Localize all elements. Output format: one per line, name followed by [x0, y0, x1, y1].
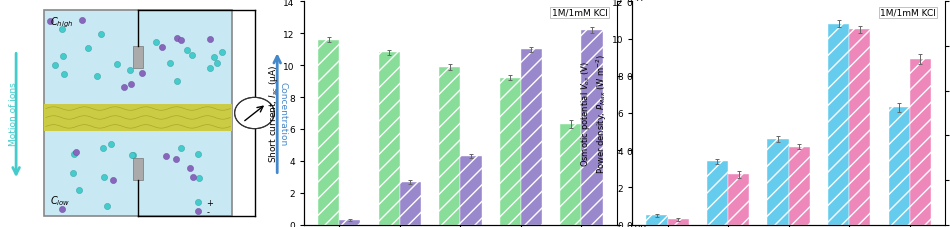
Point [93, 33, 108, 37]
Text: $C_{low}$: $C_{low}$ [50, 194, 70, 207]
Bar [45, 11, 232, 216]
Point [95, 147, 110, 151]
Bar [788, 147, 809, 225]
Point [117, 86, 132, 89]
Bar [560, 125, 581, 225]
Point [56, 73, 71, 76]
Point [68, 151, 84, 154]
Point [215, 51, 230, 55]
Point [173, 39, 188, 43]
Text: Concentration: Concentration [278, 81, 288, 146]
Point [190, 201, 205, 204]
Point [191, 152, 206, 156]
Y-axis label: Short current, $I_{sc}$ (μA): Short current, $I_{sc}$ (μA) [268, 65, 280, 162]
Point [206, 56, 221, 60]
Point [109, 63, 124, 66]
Circle shape [235, 98, 275, 129]
Text: 1M/1mM KCl: 1M/1mM KCl [880, 9, 936, 18]
Point [192, 176, 207, 180]
Text: $C_{high}$: $C_{high}$ [50, 16, 73, 30]
Point [80, 47, 95, 51]
Y-axis label: Osmotic potential $V_{os}$ (V): Osmotic potential $V_{os}$ (V) [644, 57, 657, 170]
Point [123, 69, 138, 73]
Bar [133, 158, 143, 180]
Bar [849, 30, 870, 225]
Point [148, 41, 163, 45]
Point [103, 143, 118, 146]
Point [124, 154, 140, 157]
Point [169, 37, 184, 41]
Bar [521, 50, 542, 225]
Bar [378, 53, 400, 225]
Point [97, 175, 112, 179]
Point [105, 178, 121, 182]
Point [162, 62, 178, 66]
Bar [439, 67, 461, 225]
Bar [828, 25, 849, 225]
Bar [318, 40, 339, 225]
Point [184, 54, 200, 58]
Point [66, 171, 81, 175]
Point [100, 205, 115, 208]
Point [135, 72, 150, 76]
Point [180, 49, 195, 53]
Point [185, 175, 200, 179]
Point [169, 157, 184, 161]
Text: -: - [206, 207, 209, 216]
Point [125, 154, 141, 158]
Y-axis label: Osmotic potential $V_{os}$ (V)
Power density, $P_{Max}$ (W m$^{-2}$): Osmotic potential $V_{os}$ (V) Power den… [580, 54, 609, 173]
Point [54, 28, 69, 32]
Point [190, 210, 205, 213]
Bar [668, 219, 689, 225]
Point [202, 38, 218, 42]
Text: +: + [206, 198, 213, 207]
Point [71, 188, 86, 192]
Point [43, 20, 58, 24]
Point [170, 80, 185, 83]
Point [182, 166, 198, 170]
Bar [500, 79, 521, 225]
Point [55, 55, 70, 59]
Point [66, 152, 82, 156]
Point [173, 146, 188, 150]
Bar [45, 114, 232, 122]
Point [47, 64, 62, 67]
Bar [910, 60, 931, 225]
Bar [888, 108, 910, 225]
Bar [461, 156, 482, 225]
Bar [707, 162, 728, 225]
Point [210, 62, 225, 66]
Point [74, 19, 89, 23]
Point [90, 74, 105, 78]
Bar [133, 47, 143, 69]
Text: Motion of ions: Motion of ions [9, 82, 18, 145]
Bar [728, 175, 750, 225]
Bar [400, 182, 421, 225]
Point [159, 155, 174, 158]
Text: 1M/1mM KCl: 1M/1mM KCl [552, 9, 607, 18]
Bar [768, 139, 788, 225]
Bar [45, 122, 232, 131]
Bar [339, 220, 360, 225]
Point [202, 66, 218, 70]
Point [124, 83, 139, 86]
Bar [581, 31, 602, 225]
Point [154, 46, 169, 49]
Bar [45, 105, 232, 114]
Bar [646, 215, 668, 225]
Point [55, 207, 70, 210]
